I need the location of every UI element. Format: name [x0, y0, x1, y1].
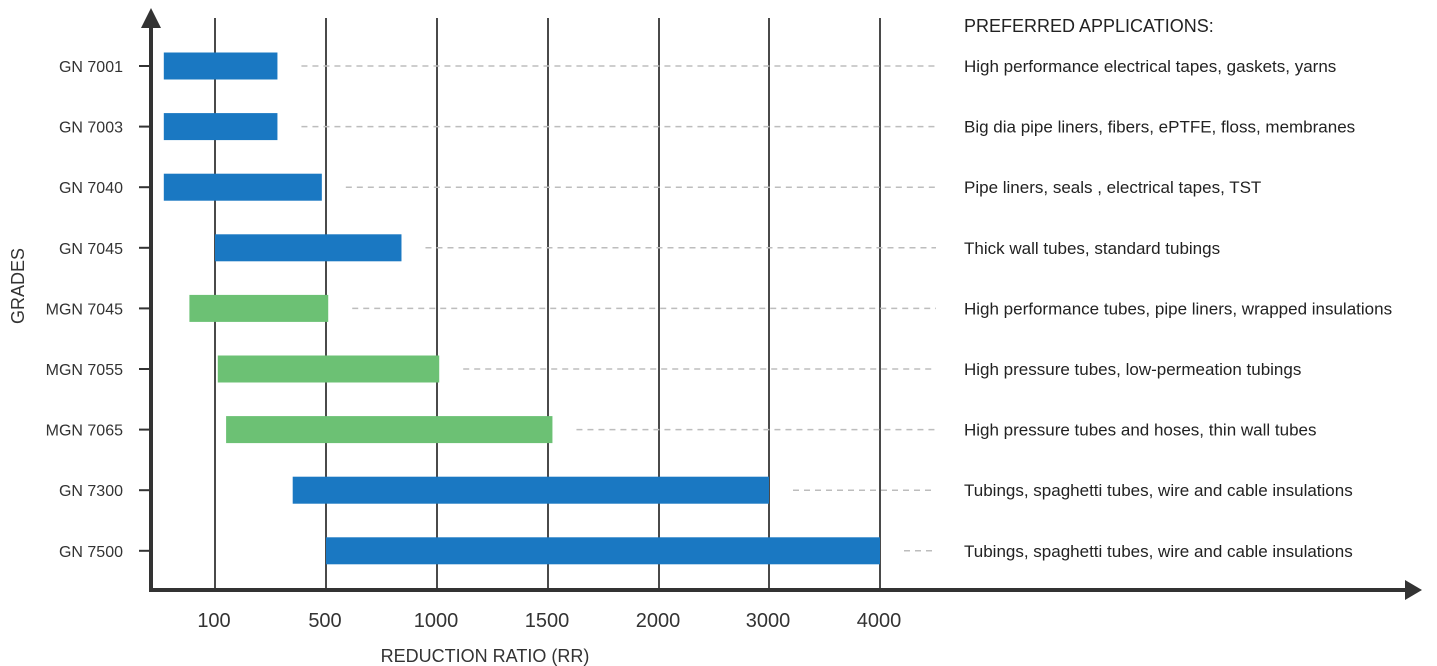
- grade-label: GN 7500: [59, 544, 123, 561]
- x-tick-label: 4000: [857, 610, 902, 632]
- grade-label: MGN 7045: [46, 301, 123, 318]
- x-axis-arrow: [1405, 580, 1422, 600]
- bar: [163, 52, 278, 80]
- application-label: High pressure tubes, low-permeation tubi…: [964, 360, 1301, 379]
- bar: [215, 234, 402, 262]
- application-label: High performance electrical tapes, gaske…: [964, 57, 1336, 76]
- x-tick-label: 3000: [746, 610, 791, 632]
- x-tick-label: 100: [197, 610, 230, 632]
- grade-label: GN 7045: [59, 241, 123, 258]
- x-tick-labels: 100 500 1000 1500 2000 3000 4000: [197, 610, 901, 632]
- gridlines: [214, 18, 881, 590]
- y-axis-title: GRADES: [8, 248, 28, 324]
- x-tick-label: 1500: [525, 610, 570, 632]
- bars: [163, 52, 880, 565]
- application-label: Tubings, spaghetti tubes, wire and cable…: [964, 542, 1353, 561]
- y-axis-arrow: [141, 8, 161, 28]
- application-label: Thick wall tubes, standard tubings: [964, 239, 1220, 258]
- bar: [189, 294, 329, 322]
- grade-labels: GN 7001 GN 7003 GN 7040 GN 7045 MGN 7045 MGN …: [46, 59, 151, 561]
- application-label: Pipe liners, seals , electrical tapes, T…: [964, 178, 1261, 197]
- x-axis-title: REDUCTION RATIO (RR): [381, 646, 590, 666]
- grade-label: GN 7001: [59, 59, 123, 76]
- bar: [163, 113, 278, 141]
- application-label: High performance tubes, pipe liners, wra…: [964, 299, 1392, 318]
- bar: [217, 355, 440, 383]
- application-label: Tubings, spaghetti tubes, wire and cable…: [964, 481, 1353, 500]
- application-label: High pressure tubes and hoses, thin wall…: [964, 421, 1316, 440]
- grade-label: MGN 7065: [46, 423, 123, 440]
- grade-label: MGN 7055: [46, 362, 123, 379]
- grade-label: GN 7003: [59, 120, 123, 137]
- axes: [141, 8, 1422, 600]
- grade-label: GN 7040: [59, 180, 123, 197]
- application-labels: High performance electrical tapes, gaske…: [964, 57, 1392, 561]
- grade-label: GN 7300: [59, 483, 123, 500]
- application-label: Big dia pipe liners, fibers, ePTFE, flos…: [964, 118, 1355, 137]
- applications-title: PREFERRED APPLICATIONS:: [964, 16, 1214, 36]
- bar: [163, 173, 322, 201]
- bar: [326, 537, 880, 565]
- x-tick-label: 500: [308, 610, 341, 632]
- x-tick-label: 2000: [636, 610, 681, 632]
- leader-lines: [301, 65, 936, 552]
- x-tick-label: 1000: [414, 610, 459, 632]
- bar: [292, 476, 769, 504]
- bar: [226, 416, 553, 444]
